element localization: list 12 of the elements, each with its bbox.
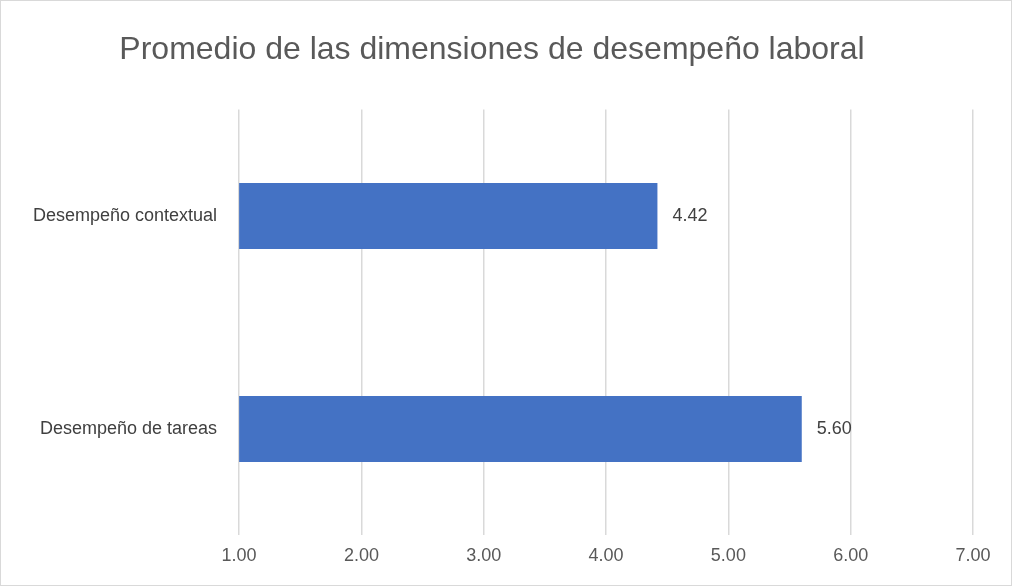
y-tick-label: Desempeño de tareas [40, 417, 218, 438]
x-tick-label: 7.00 [955, 545, 991, 566]
chart-title: Promedio de las dimensiones de desempeño laboral [119, 30, 865, 67]
data-label: 4.42 [672, 204, 708, 225]
x-tick-label: 4.00 [588, 545, 624, 566]
y-tick-label: Desempeño contextual [32, 204, 218, 225]
x-tick-label: 1.00 [221, 545, 257, 566]
x-tick-label: 6.00 [833, 545, 869, 566]
x-tick-label: 5.00 [710, 545, 746, 566]
x-tick-label: 3.00 [466, 545, 502, 566]
x-tick-label: 2.00 [343, 545, 379, 566]
data-label: 5.60 [816, 417, 852, 438]
